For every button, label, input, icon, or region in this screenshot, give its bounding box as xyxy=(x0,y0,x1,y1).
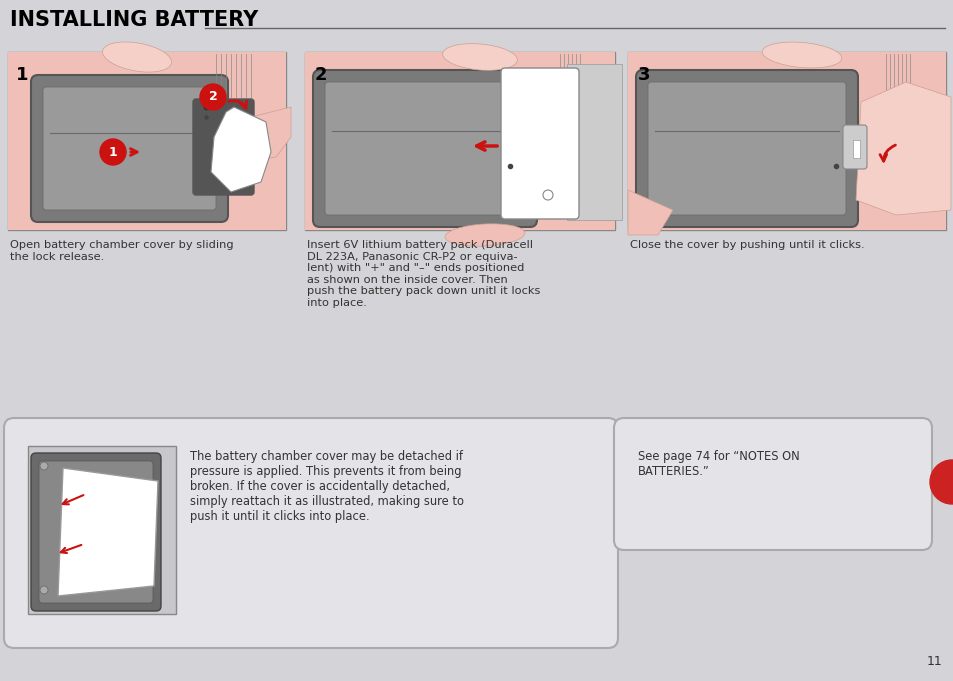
Ellipse shape xyxy=(442,44,517,70)
Polygon shape xyxy=(211,107,271,192)
Circle shape xyxy=(200,84,226,110)
FancyBboxPatch shape xyxy=(30,453,161,611)
FancyBboxPatch shape xyxy=(500,68,578,219)
Circle shape xyxy=(40,462,48,470)
Bar xyxy=(566,64,621,220)
Text: 2: 2 xyxy=(209,91,217,104)
Text: 3: 3 xyxy=(638,66,650,84)
Text: The battery chamber cover may be detached if
pressure is applied. This prevents : The battery chamber cover may be detache… xyxy=(190,450,463,523)
Text: INSTALLING BATTERY: INSTALLING BATTERY xyxy=(10,10,258,30)
Bar xyxy=(305,52,615,230)
Bar xyxy=(852,140,859,158)
Polygon shape xyxy=(58,468,158,596)
Text: 1: 1 xyxy=(109,146,117,159)
Text: Open battery chamber cover by sliding
the lock release.: Open battery chamber cover by sliding th… xyxy=(10,240,233,262)
Text: 11: 11 xyxy=(925,655,941,668)
Polygon shape xyxy=(855,82,950,215)
Circle shape xyxy=(100,139,126,165)
FancyBboxPatch shape xyxy=(39,461,152,603)
Circle shape xyxy=(929,460,953,504)
Text: 2: 2 xyxy=(314,66,327,84)
FancyBboxPatch shape xyxy=(636,70,857,227)
FancyBboxPatch shape xyxy=(193,99,253,195)
Text: See page 74 for “NOTES ON
BATTERIES.”: See page 74 for “NOTES ON BATTERIES.” xyxy=(638,450,799,478)
Polygon shape xyxy=(246,107,291,162)
Ellipse shape xyxy=(102,42,172,72)
Bar xyxy=(627,52,945,230)
Circle shape xyxy=(40,586,48,594)
Bar xyxy=(627,52,945,230)
Ellipse shape xyxy=(445,224,524,247)
FancyBboxPatch shape xyxy=(614,418,931,550)
Ellipse shape xyxy=(761,42,841,68)
Text: Close the cover by pushing until it clicks.: Close the cover by pushing until it clic… xyxy=(629,240,863,250)
FancyBboxPatch shape xyxy=(325,82,524,215)
FancyBboxPatch shape xyxy=(842,125,866,169)
FancyBboxPatch shape xyxy=(4,418,618,648)
Bar xyxy=(8,52,286,230)
Circle shape xyxy=(542,190,553,200)
FancyBboxPatch shape xyxy=(30,75,228,222)
Bar xyxy=(8,52,286,230)
FancyBboxPatch shape xyxy=(43,87,215,210)
Polygon shape xyxy=(627,190,672,235)
Bar xyxy=(28,446,175,614)
Bar xyxy=(305,52,615,230)
Text: Insert 6V lithium battery pack (Duracell
DL 223A, Panasonic CR-P2 or equiva-
len: Insert 6V lithium battery pack (Duracell… xyxy=(307,240,539,308)
FancyBboxPatch shape xyxy=(313,70,537,227)
Text: 1: 1 xyxy=(16,66,29,84)
FancyBboxPatch shape xyxy=(647,82,845,215)
